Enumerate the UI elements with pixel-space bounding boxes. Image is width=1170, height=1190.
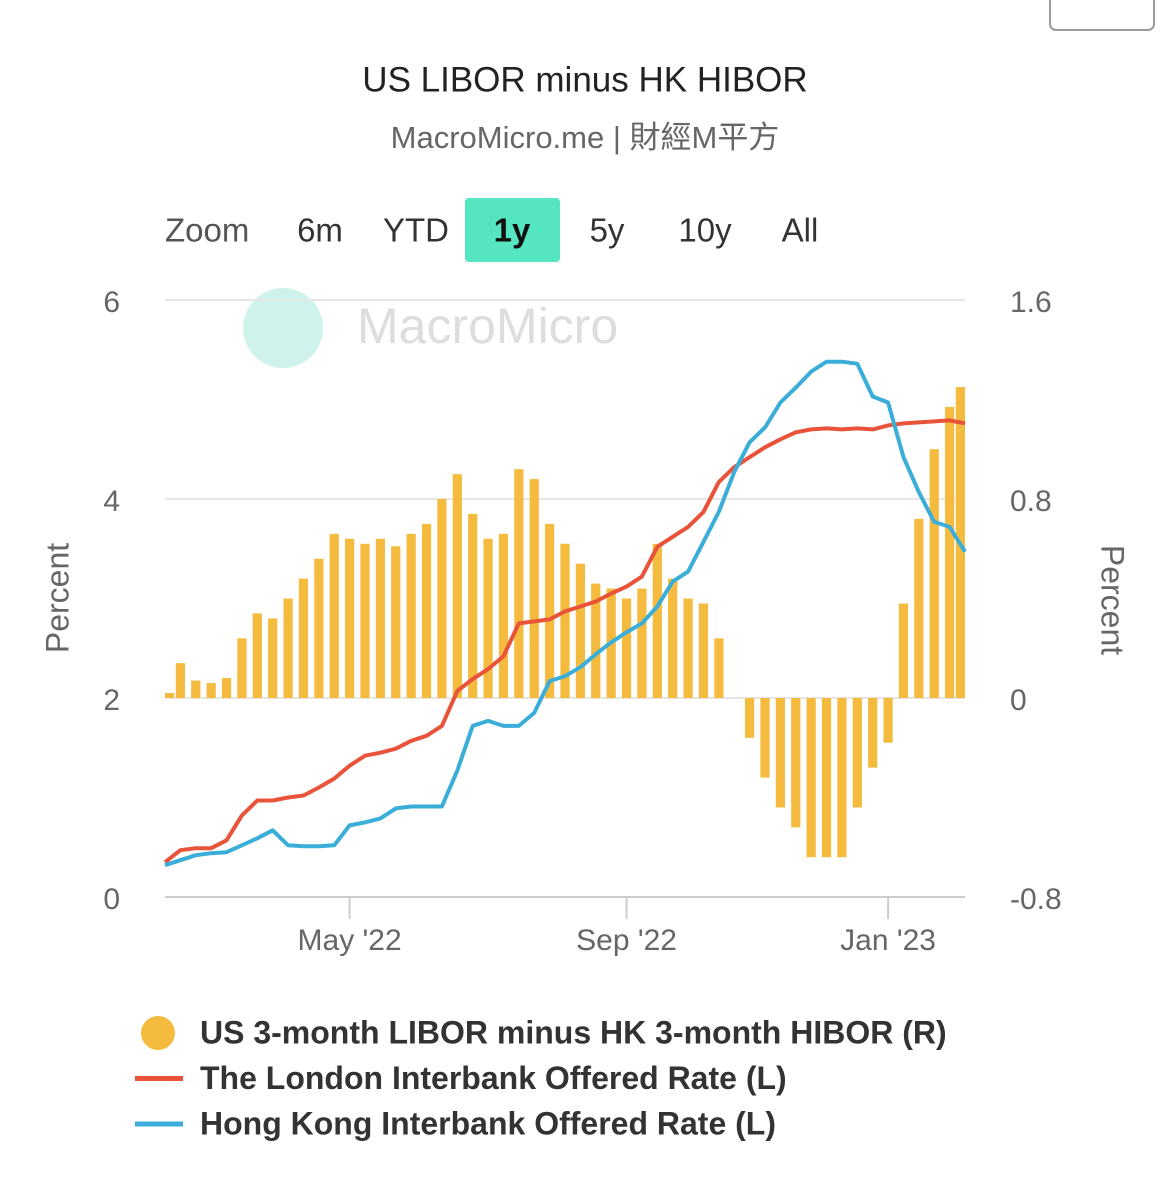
bar bbox=[268, 618, 278, 698]
y2-tick-label: 0.8 bbox=[1010, 485, 1052, 518]
y2-tick-label: 0 bbox=[1010, 684, 1027, 717]
bar bbox=[698, 603, 709, 698]
bar bbox=[437, 499, 447, 698]
y-tick-label: 6 bbox=[103, 286, 120, 319]
bar bbox=[421, 523, 432, 698]
bar bbox=[837, 698, 847, 858]
bar bbox=[806, 698, 816, 858]
bar bbox=[283, 598, 293, 698]
bar bbox=[852, 698, 862, 808]
line bbox=[163, 418, 966, 864]
bar bbox=[514, 469, 524, 698]
legend-symbol[interactable] bbox=[141, 1016, 175, 1050]
bar bbox=[760, 698, 770, 778]
y-tick-label: 4 bbox=[103, 485, 120, 518]
bar bbox=[945, 406, 955, 698]
bar bbox=[714, 638, 724, 698]
bar bbox=[298, 578, 309, 698]
bar bbox=[360, 543, 370, 698]
x-tick-label: Sep '22 bbox=[576, 924, 677, 957]
bar bbox=[883, 698, 893, 743]
chart-subtitle: MacroMicro.me | 財經M平方 bbox=[391, 120, 780, 155]
bar bbox=[175, 663, 185, 698]
bar bbox=[745, 698, 755, 738]
y2-axis-label: Percent bbox=[1095, 545, 1131, 655]
bar bbox=[165, 693, 175, 698]
zoom-button[interactable]: YTD bbox=[383, 212, 449, 249]
zoom-button[interactable]: 1y bbox=[494, 212, 531, 249]
bar bbox=[483, 538, 493, 698]
x-tick-label: Jan '23 bbox=[840, 924, 936, 957]
bar bbox=[314, 558, 324, 698]
y2-tick-label: -0.8 bbox=[1010, 883, 1062, 916]
bar bbox=[329, 533, 339, 698]
chart-title: US LIBOR minus HK HIBOR bbox=[362, 60, 807, 99]
bar bbox=[652, 543, 662, 698]
watermark: MacroMicro bbox=[357, 298, 618, 354]
legend-entry[interactable]: Hong Kong Interbank Offered Rate (L) bbox=[200, 1105, 776, 1141]
bar bbox=[406, 533, 416, 698]
bar bbox=[898, 603, 909, 698]
zoom-label: Zoom bbox=[165, 212, 249, 249]
bar bbox=[191, 680, 201, 698]
bar bbox=[575, 563, 585, 698]
zoom-button[interactable]: All bbox=[782, 212, 819, 249]
bar bbox=[221, 678, 232, 698]
bar bbox=[914, 518, 924, 698]
y-tick-label: 2 bbox=[103, 684, 120, 717]
zoom-button[interactable]: 5y bbox=[590, 212, 625, 249]
y2-tick-label: 1.6 bbox=[1010, 286, 1052, 319]
bar bbox=[821, 698, 832, 858]
bar bbox=[237, 638, 247, 698]
bar bbox=[683, 598, 693, 698]
bar bbox=[375, 538, 385, 698]
menu-button[interactable] bbox=[1049, 0, 1155, 31]
bar bbox=[206, 683, 216, 698]
bar bbox=[868, 698, 878, 768]
bar bbox=[498, 533, 509, 698]
legend-entry[interactable]: The London Interbank Offered Rate (L) bbox=[200, 1060, 787, 1096]
bar bbox=[637, 588, 647, 698]
bar bbox=[591, 583, 601, 698]
bar bbox=[668, 578, 678, 698]
bar bbox=[452, 474, 462, 698]
bar bbox=[545, 523, 555, 698]
zoom-button[interactable]: 10y bbox=[678, 212, 732, 249]
y-tick-label: 0 bbox=[103, 883, 120, 916]
bar bbox=[391, 546, 401, 698]
zoom-button-bg[interactable] bbox=[465, 198, 560, 262]
bar bbox=[529, 479, 539, 698]
bar bbox=[929, 449, 939, 698]
x-tick-label: May '22 bbox=[298, 924, 402, 957]
bar bbox=[560, 543, 570, 698]
line bbox=[164, 359, 967, 868]
bar bbox=[468, 513, 478, 698]
y-axis-label: Percent bbox=[39, 543, 75, 653]
bar bbox=[621, 598, 632, 698]
bar bbox=[345, 538, 355, 698]
bar bbox=[775, 698, 785, 808]
bar bbox=[252, 613, 262, 698]
watermark-logo bbox=[243, 288, 323, 368]
bar bbox=[791, 698, 801, 828]
legend-entry[interactable]: US 3-month LIBOR minus HK 3-month HIBOR … bbox=[200, 1014, 947, 1050]
zoom-button[interactable]: 6m bbox=[297, 212, 343, 249]
